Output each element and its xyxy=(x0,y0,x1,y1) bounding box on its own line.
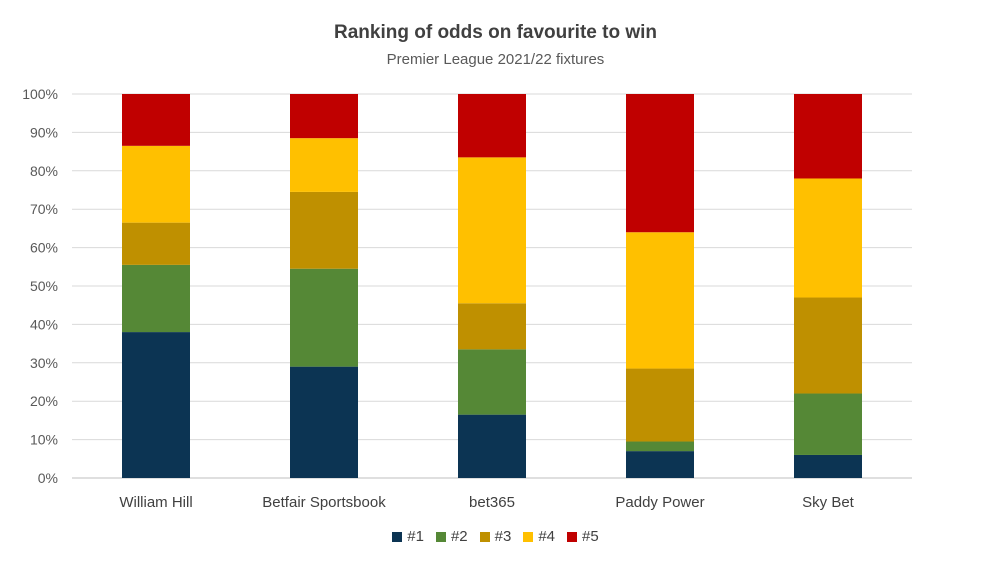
bars xyxy=(122,94,862,478)
x-category-label: Sky Bet xyxy=(802,494,855,511)
legend-swatch xyxy=(479,531,490,542)
bar-segment xyxy=(794,178,862,298)
y-tick-label: 30% xyxy=(30,355,58,371)
y-tick-label: 40% xyxy=(30,316,58,332)
bar-segment xyxy=(626,368,694,442)
bar-segment xyxy=(458,94,526,158)
bar-segment xyxy=(626,232,694,369)
y-tick-label: 100% xyxy=(22,86,58,102)
bar-segment xyxy=(458,157,526,304)
bar-segment xyxy=(626,451,694,478)
bar-segment xyxy=(290,94,358,139)
legend-swatch xyxy=(567,531,578,542)
y-tick-label: 0% xyxy=(38,470,58,486)
bar-segment xyxy=(122,222,190,265)
y-tick-label: 80% xyxy=(30,163,58,179)
legend-item: #4 xyxy=(523,528,555,545)
legend-swatch xyxy=(523,531,534,542)
chart-title: Ranking of odds on favourite to win xyxy=(334,22,657,43)
legend-item: #3 xyxy=(479,528,512,545)
bar-segment xyxy=(122,94,190,146)
y-tick-label: 60% xyxy=(30,240,58,256)
bar-segment xyxy=(794,297,862,394)
bar-segment xyxy=(626,94,694,233)
legend-swatch xyxy=(392,531,403,542)
y-tick-label: 10% xyxy=(30,432,58,448)
bar-segment xyxy=(122,332,190,478)
legend-item: #5 xyxy=(567,528,599,545)
bar-segment xyxy=(290,138,358,192)
bar-segment xyxy=(290,366,358,478)
y-tick-label: 20% xyxy=(30,393,58,409)
chart-subtitle: Premier League 2021/22 fixtures xyxy=(386,51,605,68)
bar-segment xyxy=(794,94,862,179)
legend-swatch xyxy=(435,531,446,542)
legend-label: #1 xyxy=(407,528,424,545)
bar-segment xyxy=(458,349,526,415)
y-tick-label: 70% xyxy=(30,201,58,217)
bar-segment xyxy=(794,454,862,478)
legend-item: #2 xyxy=(435,528,468,545)
x-category-label: William Hill xyxy=(119,494,192,511)
y-axis-ticks: 0% 10% 20% 30% 40% 50% 60% 70% 80% 90% 100% xyxy=(22,86,58,486)
legend-label: #3 xyxy=(494,528,512,545)
x-category-label: bet365 xyxy=(469,494,515,511)
y-tick-label: 50% xyxy=(30,278,58,294)
legend: #1 #2 #3 #4 #5 xyxy=(0,528,991,547)
legend-label: #4 xyxy=(538,528,556,545)
bar-segment xyxy=(794,393,862,455)
bar-segment xyxy=(626,441,694,452)
bar-segment xyxy=(290,268,358,367)
x-axis-categories: William Hill Betfair Sportsbook bet365 Padd… xyxy=(119,494,854,511)
bar-segment xyxy=(122,145,190,223)
legend-label: #2 xyxy=(450,528,468,545)
legend-item: #1 xyxy=(392,528,424,545)
y-tick-label: 90% xyxy=(30,124,58,140)
bar-segment xyxy=(290,191,358,269)
bar-segment xyxy=(122,264,190,333)
bar-segment xyxy=(458,303,526,350)
bar-segment xyxy=(458,414,526,478)
x-category-label: Betfair Sportsbook xyxy=(262,494,386,511)
legend-label: #5 xyxy=(582,528,599,545)
x-category-label: Paddy Power xyxy=(615,494,704,511)
